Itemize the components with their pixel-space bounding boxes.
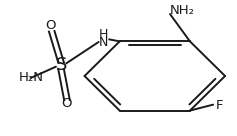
Text: NH₂: NH₂ [170,4,195,17]
Text: F: F [216,99,223,112]
Text: H: H [99,27,108,41]
Text: N: N [99,36,108,49]
Text: S: S [55,56,67,74]
Text: O: O [62,97,72,110]
Text: H₂N: H₂N [19,72,44,84]
Text: O: O [45,19,56,32]
